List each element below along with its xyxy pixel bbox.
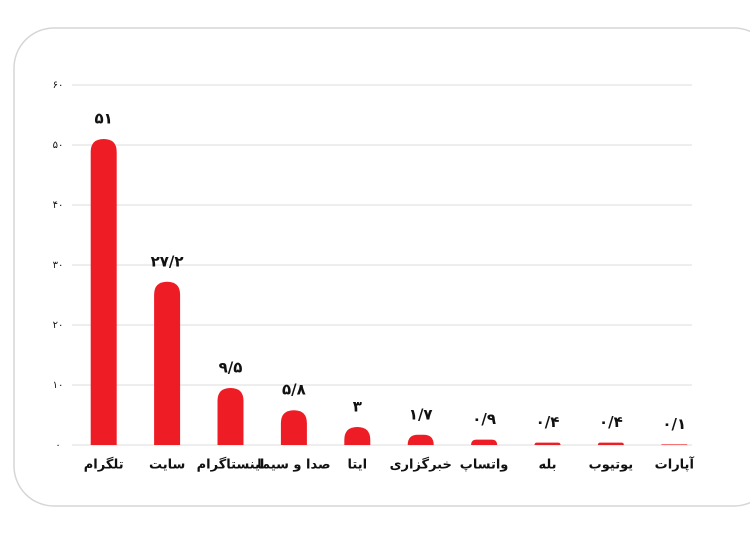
value-label: ۳ xyxy=(353,398,362,416)
bar xyxy=(407,434,434,445)
y-tick-label: ۲۰ xyxy=(53,320,64,331)
value-label: ۰/۴ xyxy=(599,413,623,431)
bar xyxy=(154,281,181,445)
x-tick-label: آپارات xyxy=(655,456,695,473)
x-tick-label: بله xyxy=(538,458,556,473)
bar xyxy=(661,444,688,445)
value-label: ۱/۷ xyxy=(409,405,433,423)
bar xyxy=(90,139,117,445)
bar xyxy=(280,410,307,445)
bar xyxy=(597,442,624,445)
value-label: ۰/۹ xyxy=(472,410,496,428)
x-tick-label: سایت xyxy=(149,458,185,473)
bar xyxy=(534,442,561,445)
value-label: ۰/۱ xyxy=(662,415,686,433)
x-tick-label: یوتیوب xyxy=(589,458,633,473)
value-label: ۵/۸ xyxy=(282,381,306,399)
y-tick-label: ۳۰ xyxy=(53,260,64,271)
x-tick-label: خبرگزاری xyxy=(390,457,452,473)
x-tick-label: ایتا xyxy=(348,458,368,473)
x-tick-label: تلگرام xyxy=(84,457,124,473)
y-tick-label: ۰ xyxy=(55,440,60,451)
bar xyxy=(344,427,371,445)
y-tick-label: ۴۰ xyxy=(53,200,64,211)
card xyxy=(13,27,750,507)
y-tick-label: ۱۰ xyxy=(53,380,64,391)
value-label: ۹/۵ xyxy=(219,359,243,377)
x-tick-label: صدا و سیما xyxy=(257,458,330,473)
y-tick-label: ۶۰ xyxy=(53,80,64,91)
y-tick-label: ۵۰ xyxy=(53,140,64,151)
value-label: ۲۷/۲ xyxy=(151,252,184,270)
x-tick-label: اینستاگرام xyxy=(197,457,265,473)
bar xyxy=(217,388,244,445)
value-label: ۰/۴ xyxy=(536,413,560,431)
bar xyxy=(471,439,498,445)
x-tick-label: واتساپ xyxy=(460,458,509,473)
value-label: ۵۱ xyxy=(95,110,113,128)
